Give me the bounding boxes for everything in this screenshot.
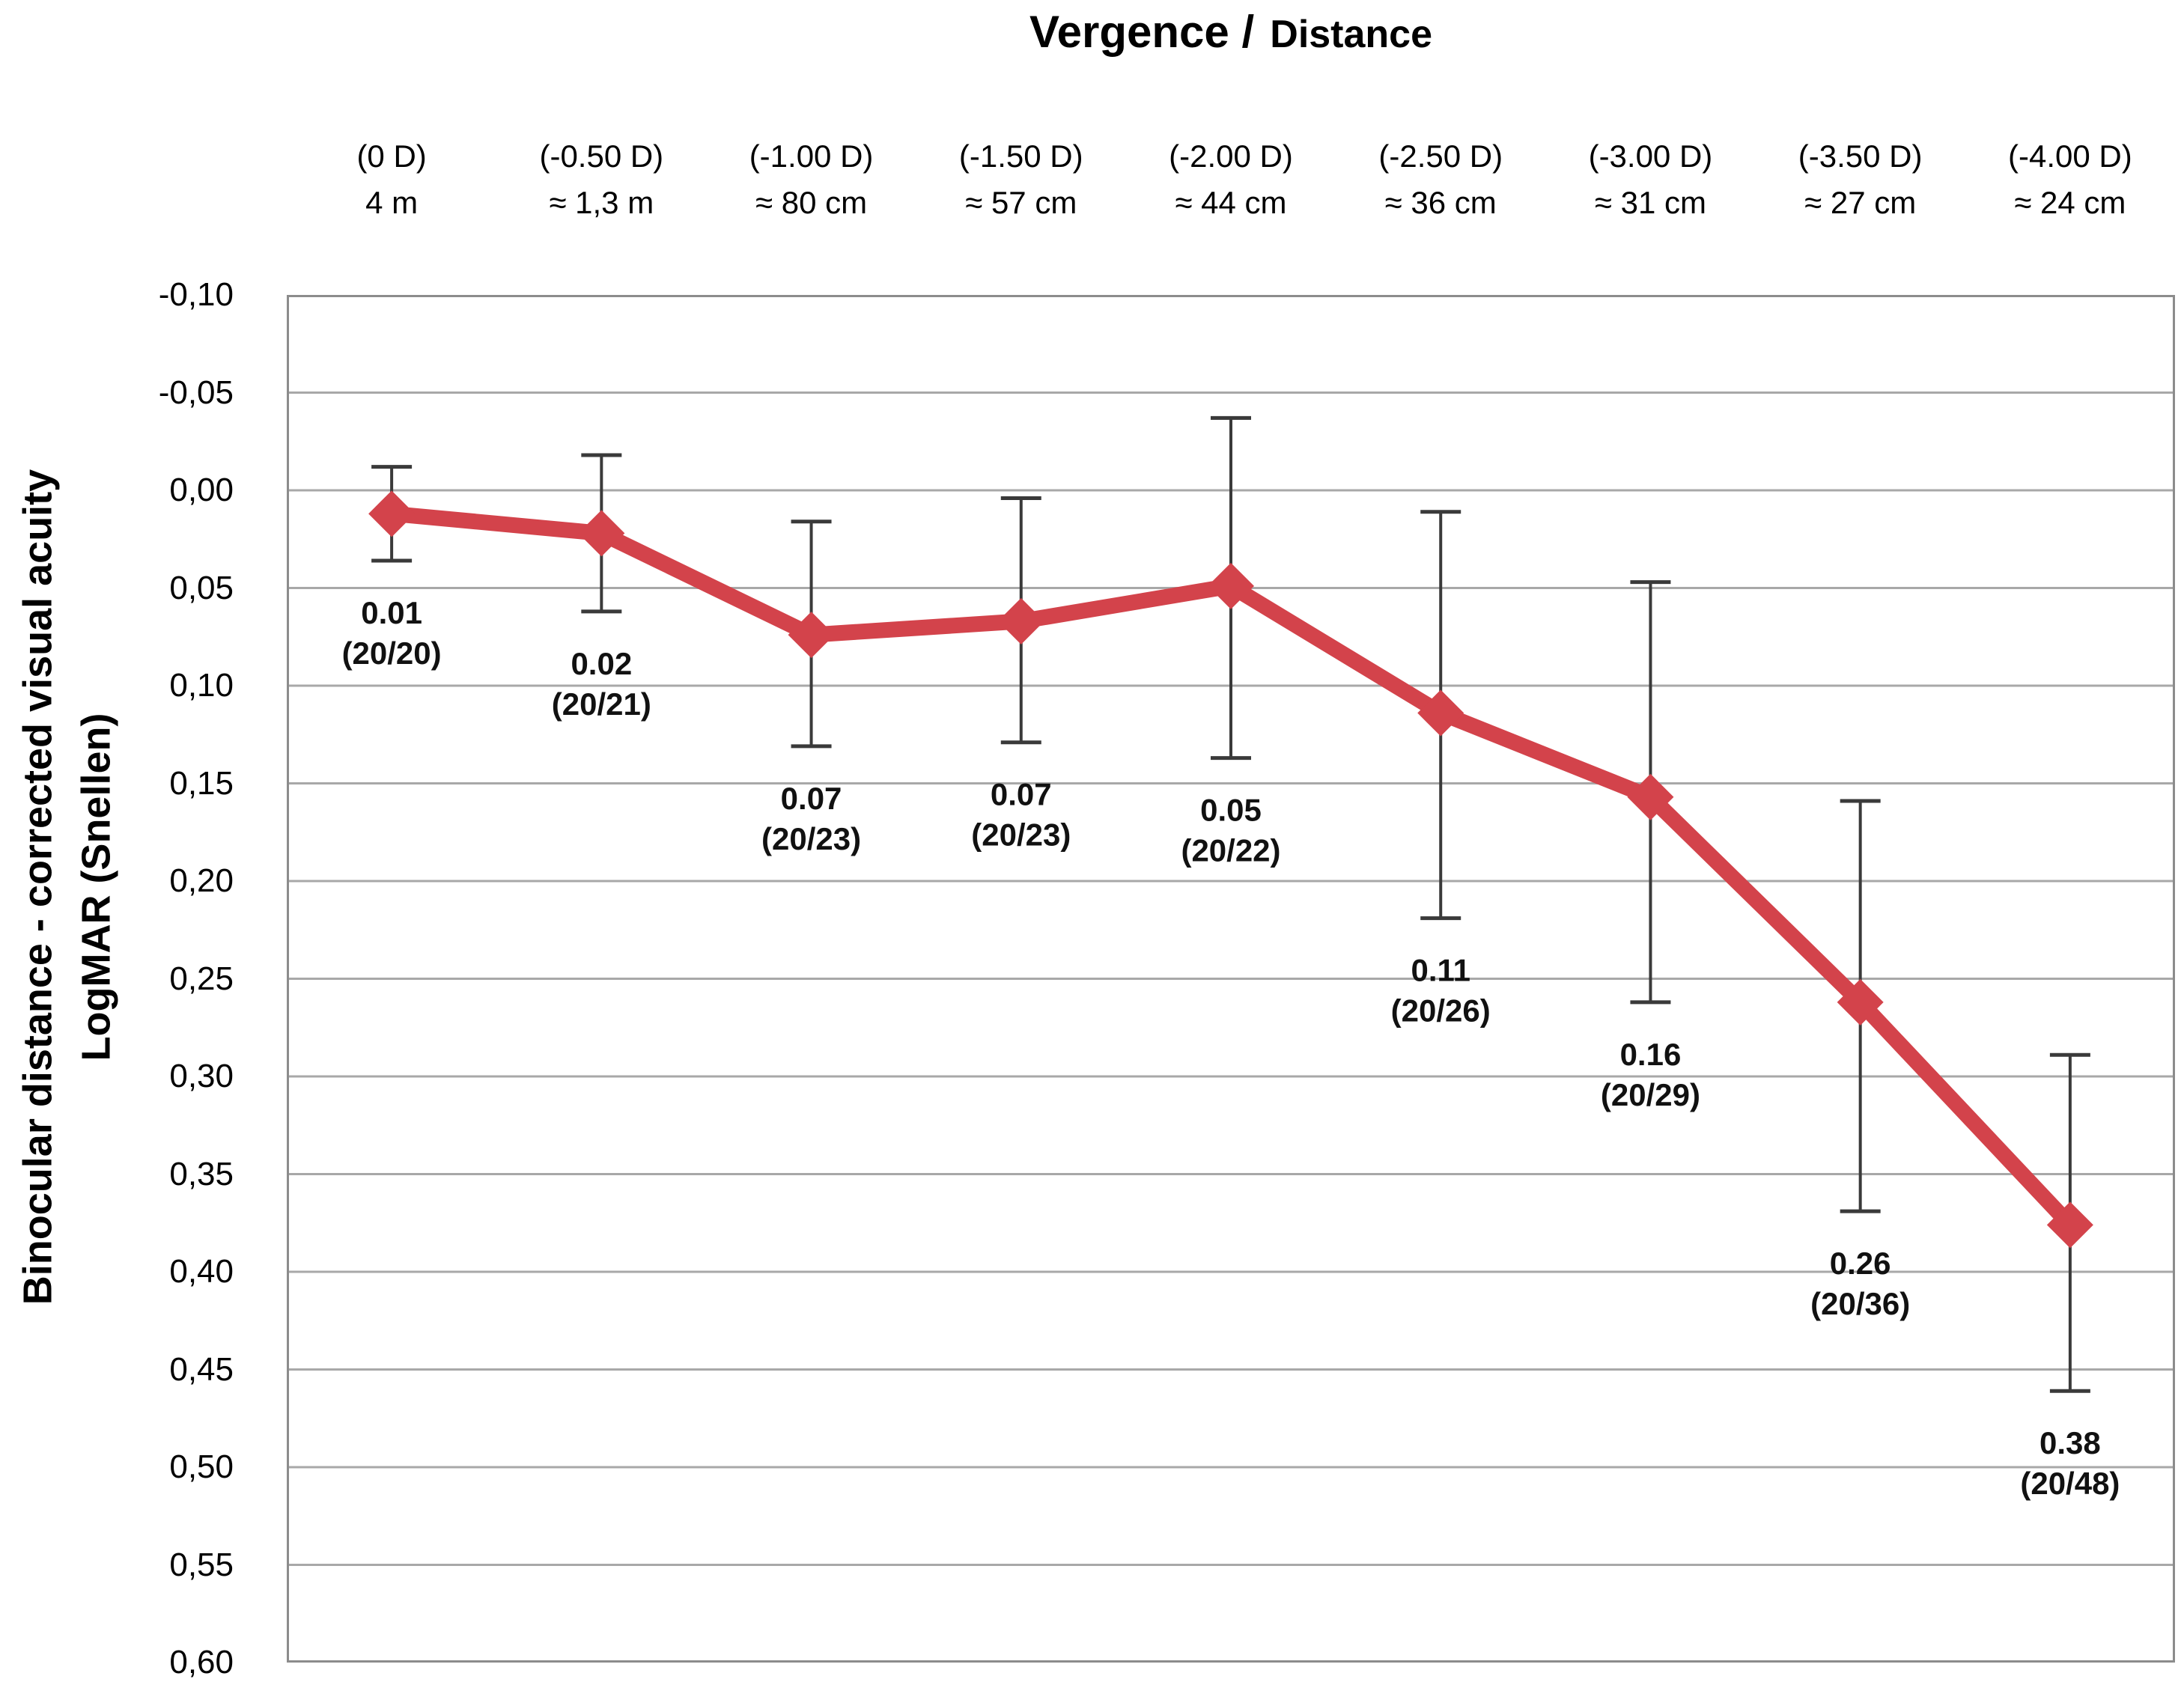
data-point-marker bbox=[2046, 1201, 2093, 1249]
chart-title-sub: Distance bbox=[1270, 13, 1433, 56]
plot-border bbox=[287, 295, 2175, 1663]
y-tick-label: 0,30 bbox=[169, 1058, 234, 1094]
data-label-value: 0.16 bbox=[1620, 1037, 1682, 1072]
x-category-label: (-2.50 D) ≈ 36 cm bbox=[1336, 133, 1545, 226]
y-tick-label: 0,00 bbox=[169, 472, 234, 508]
x-category-vergence: (-2.50 D) bbox=[1378, 138, 1503, 174]
x-category-distance: ≈ 44 cm bbox=[1175, 185, 1287, 220]
y-tick-label: -0,10 bbox=[158, 276, 234, 313]
data-point-marker bbox=[1208, 562, 1254, 609]
y-tick-label: 0,20 bbox=[169, 862, 234, 899]
data-label-value: 0.38 bbox=[2039, 1425, 2101, 1460]
y-tick-label: -0,05 bbox=[158, 374, 234, 411]
x-category-vergence: (-4.00 D) bbox=[2008, 138, 2132, 174]
x-category-label: (-1.00 D) ≈ 80 cm bbox=[706, 133, 916, 226]
data-label-value: 0.01 bbox=[361, 595, 422, 630]
data-label-snellen: (20/26) bbox=[1391, 993, 1491, 1029]
y-tick-label: 0,40 bbox=[169, 1253, 234, 1290]
x-category-label: (-1.50 D) ≈ 57 cm bbox=[916, 133, 1126, 226]
data-label-snellen: (20/23) bbox=[971, 817, 1071, 853]
x-category-distance: ≈ 57 cm bbox=[965, 185, 1077, 220]
data-label-snellen: (20/29) bbox=[1601, 1077, 1700, 1112]
chart-title-main: Vergence / bbox=[1029, 7, 1255, 57]
plot-area: 0.01 (20/20) 0.02 (20/21) 0.07 (20/23) 0.07 (20… bbox=[287, 295, 2175, 1663]
x-category-vergence: (-1.50 D) bbox=[958, 138, 1083, 174]
x-category-vergence: (-3.50 D) bbox=[1798, 138, 1923, 174]
x-category-vergence: (-2.00 D) bbox=[1169, 138, 1293, 174]
x-category-label: (-0.50 D) ≈ 1,3 m bbox=[496, 133, 706, 226]
data-label-value: 0.11 bbox=[1411, 953, 1470, 988]
chart-title-space bbox=[1258, 7, 1271, 57]
data-label-value: 0.26 bbox=[1830, 1246, 1891, 1281]
data-point-marker bbox=[1627, 773, 1674, 820]
y-tick-label: 0,35 bbox=[169, 1155, 234, 1192]
y-tick-label: 0,55 bbox=[169, 1546, 234, 1583]
data-point-marker bbox=[997, 597, 1044, 645]
y-tick-label: 0,05 bbox=[169, 569, 234, 606]
x-category-label: (-2.00 D) ≈ 44 cm bbox=[1126, 133, 1336, 226]
data-label-snellen: (20/36) bbox=[1810, 1286, 1910, 1321]
x-category-distance: ≈ 27 cm bbox=[1804, 185, 1917, 220]
y-tick-label: 0,60 bbox=[169, 1644, 234, 1681]
data-label-value: 0.07 bbox=[781, 781, 842, 816]
data-point-marker bbox=[578, 510, 625, 557]
x-category-distance: ≈ 1,3 m bbox=[549, 185, 654, 220]
y-tick-label: 0,15 bbox=[169, 764, 234, 802]
data-label-value: 0.02 bbox=[571, 646, 632, 681]
x-category-vergence: (0 D) bbox=[356, 138, 427, 174]
x-category-label: (-3.00 D) ≈ 31 cm bbox=[1545, 133, 1755, 226]
data-label-snellen: (20/20) bbox=[342, 636, 442, 671]
data-point-marker bbox=[1837, 978, 1884, 1026]
data-label-value: 0.05 bbox=[1200, 793, 1262, 828]
x-category-distance: ≈ 36 cm bbox=[1384, 185, 1497, 220]
data-label-snellen: (20/21) bbox=[552, 686, 651, 722]
x-category-distance: ≈ 24 cm bbox=[2014, 185, 2126, 220]
data-label-value: 0.07 bbox=[991, 777, 1052, 812]
x-category-distance: ≈ 80 cm bbox=[755, 185, 868, 220]
data-label-snellen: (20/23) bbox=[761, 821, 861, 856]
data-label-snellen: (20/22) bbox=[1181, 833, 1280, 868]
data-label-snellen: (20/48) bbox=[2020, 1466, 2120, 1501]
data-point-marker bbox=[788, 612, 835, 659]
x-category-vergence: (-3.00 D) bbox=[1588, 138, 1713, 174]
chart-title: Vergence / Distance bbox=[287, 6, 2175, 58]
x-category-distance: ≈ 31 cm bbox=[1594, 185, 1706, 220]
x-category-vergence: (-1.00 D) bbox=[749, 138, 874, 174]
x-category-label: (-3.50 D) ≈ 27 cm bbox=[1756, 133, 1965, 226]
y-tick-label: 0,25 bbox=[169, 960, 234, 997]
x-category-vergence: (-0.50 D) bbox=[539, 138, 664, 174]
x-category-label: (-4.00 D) ≈ 24 cm bbox=[1965, 133, 2175, 226]
x-category-label: (0 D) 4 m bbox=[287, 133, 496, 226]
y-tick-label: 0,10 bbox=[169, 667, 234, 704]
data-point-marker bbox=[368, 490, 416, 537]
x-category-distance: 4 m bbox=[365, 185, 419, 220]
data-point-marker bbox=[1417, 689, 1464, 737]
y-tick-label: 0,50 bbox=[169, 1448, 234, 1485]
y-tick-label: 0,45 bbox=[169, 1350, 234, 1388]
